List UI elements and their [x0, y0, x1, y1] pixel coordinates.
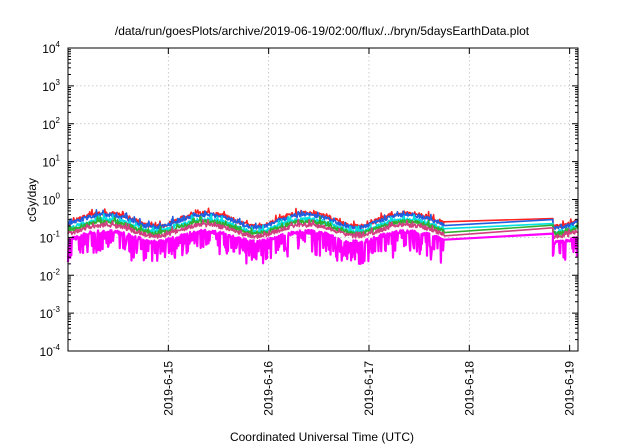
- x-axis-label: Coordinated Universal Time (UTC): [230, 430, 414, 444]
- x-axis: 2019-6-15 2019-6-16 2019-6-17 2019-6-18 2019…: [161, 48, 577, 416]
- y-tick-label: 104: [42, 40, 60, 56]
- y-tick-label: 10-3: [40, 305, 61, 321]
- chart-title: /data/run/goesPlots/archive/2019-06-19/0…: [115, 24, 530, 38]
- grid: [68, 48, 578, 351]
- x-tick-label: 2019-6-18: [462, 361, 476, 416]
- x-tick-label: 2019-6-16: [262, 361, 276, 416]
- x-tick-label: 2019-6-17: [362, 361, 376, 416]
- series-line: [67, 218, 579, 239]
- series-line: [66, 228, 580, 265]
- y-tick-label: 103: [42, 78, 60, 94]
- y-axis-label: cGy/day: [25, 178, 39, 222]
- series-layer: [66, 207, 580, 265]
- series-line: [67, 209, 579, 230]
- x-tick-label: 2019-6-15: [161, 361, 175, 416]
- x-tick-label: 2019-6-19: [563, 361, 577, 416]
- y-tick-label: 102: [42, 116, 60, 132]
- y-tick-label: 101: [42, 154, 60, 170]
- y-tick-label: 10-4: [40, 343, 61, 359]
- y-tick-label: 10-2: [40, 267, 61, 283]
- y-tick-label: 10-1: [40, 229, 61, 245]
- y-axis: 10-4 10-3 10-2 10-1 100 101 102 103 104: [40, 40, 578, 359]
- y-tick-label: 100: [42, 192, 60, 208]
